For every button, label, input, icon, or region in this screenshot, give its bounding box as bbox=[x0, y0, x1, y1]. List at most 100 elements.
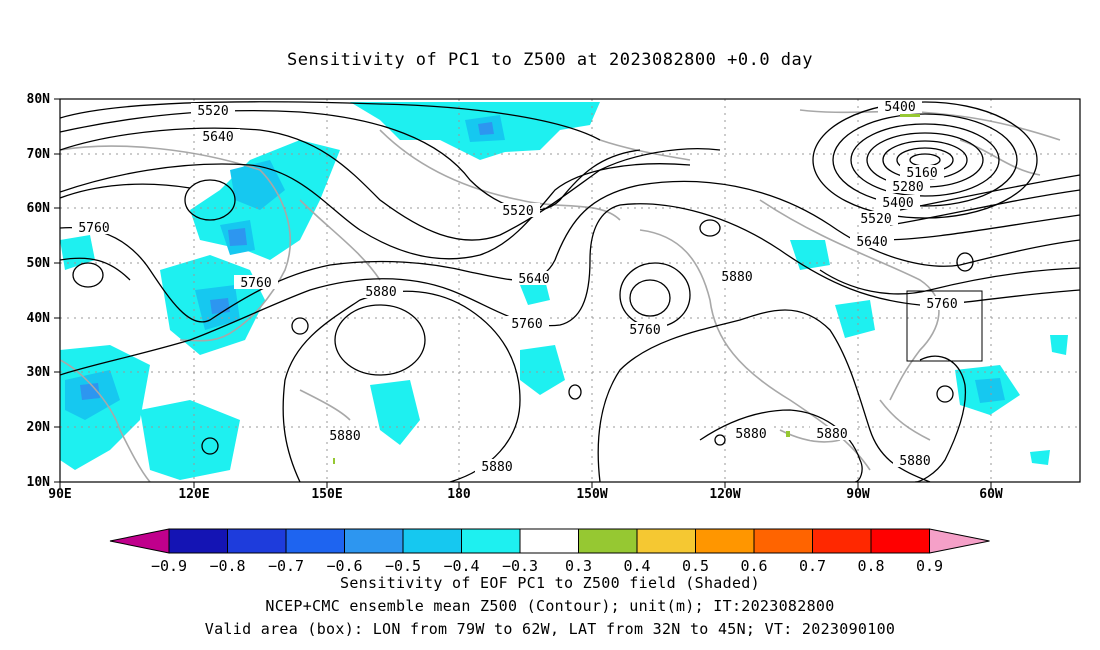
contour-line bbox=[914, 355, 967, 482]
contour-line bbox=[832, 113, 1018, 207]
contour-label: 5640 bbox=[856, 235, 887, 250]
positive-sensitivity-marks bbox=[333, 114, 920, 464]
coastline bbox=[959, 139, 1041, 176]
contour-line bbox=[334, 304, 426, 376]
colorbar-label: 0.9 bbox=[916, 557, 943, 575]
shade-blob bbox=[228, 228, 247, 246]
valid-area-box bbox=[906, 290, 983, 362]
contour-line bbox=[714, 434, 726, 446]
shade-blob bbox=[520, 280, 550, 305]
contour-label-bg bbox=[512, 271, 556, 285]
contour-line bbox=[60, 127, 721, 241]
contour-line bbox=[72, 262, 104, 288]
contour-label-bg bbox=[72, 220, 116, 234]
contour-line bbox=[699, 409, 863, 482]
lat-tick-label: 20N bbox=[27, 420, 51, 435]
contour-label-bg bbox=[505, 316, 549, 330]
contour-label-bg bbox=[729, 426, 773, 440]
contour-line bbox=[60, 257, 131, 281]
caption-line-3: Valid area (box): LON from 79W to 62W, L… bbox=[204, 620, 896, 638]
lat-tick-label: 70N bbox=[27, 147, 51, 162]
contour-line bbox=[699, 219, 721, 237]
lon-tick-label: 180 bbox=[447, 487, 471, 502]
contour-line bbox=[60, 163, 691, 260]
contour-line bbox=[201, 437, 219, 455]
contour-label-bg bbox=[191, 103, 235, 117]
contour-line bbox=[568, 384, 582, 400]
shade-blob bbox=[370, 380, 420, 445]
coastline bbox=[299, 199, 381, 281]
lat-tick-label: 30N bbox=[27, 365, 51, 380]
lat-tick-label: 50N bbox=[27, 256, 51, 271]
contour-label-bg bbox=[196, 129, 240, 143]
contour-label: 5880 bbox=[899, 454, 930, 469]
contour-label-bg bbox=[854, 211, 898, 225]
contour-label-bg bbox=[886, 179, 930, 193]
contour-line bbox=[60, 101, 601, 141]
shade-blob bbox=[975, 378, 1005, 403]
colorbar-box bbox=[519, 528, 579, 554]
contour-label-bg bbox=[850, 234, 894, 248]
colorbar-arrow-high bbox=[929, 528, 990, 554]
colorbar-label: −0.5 bbox=[385, 557, 421, 575]
contour-label: 5880 bbox=[816, 427, 847, 442]
contour-label: 5160 bbox=[906, 166, 937, 181]
shade-blob bbox=[520, 345, 565, 395]
coastline bbox=[879, 399, 931, 441]
contour-line bbox=[936, 385, 954, 403]
coastline bbox=[60, 359, 151, 482]
contour-label: 5280 bbox=[892, 180, 923, 195]
colorbar-box bbox=[578, 528, 638, 554]
colorbar-label: 0.4 bbox=[623, 557, 650, 575]
caption-line-2: NCEP+CMC ensemble mean Z500 (Contour); u… bbox=[265, 597, 835, 615]
contour-label: 5880 bbox=[365, 285, 396, 300]
contour-label-bg bbox=[900, 165, 944, 179]
contour-label-bg bbox=[359, 284, 403, 298]
lat-tick-label: 10N bbox=[27, 475, 51, 490]
lon-tick-label: 150E bbox=[311, 487, 342, 502]
contour-label: 5760 bbox=[926, 297, 957, 312]
coastline bbox=[759, 199, 940, 401]
colorbar-box bbox=[344, 528, 404, 554]
colorbar-box bbox=[285, 528, 345, 554]
colorbar-label: −0.3 bbox=[502, 557, 538, 575]
contour-label: 5640 bbox=[518, 272, 549, 287]
contour-line bbox=[60, 203, 1080, 376]
chart-title: Sensitivity of PC1 to Z500 at 2023082800… bbox=[286, 50, 813, 70]
contour-label: 5760 bbox=[240, 276, 271, 291]
contour-line bbox=[850, 123, 1000, 197]
lon-tick-label: 120W bbox=[709, 487, 740, 502]
colorbar-label: −0.4 bbox=[443, 557, 479, 575]
colorbar-box bbox=[695, 528, 755, 554]
contour-line bbox=[597, 309, 931, 482]
contour-label: 5760 bbox=[629, 323, 660, 338]
shade-blob bbox=[1050, 335, 1068, 355]
coastline bbox=[599, 139, 691, 161]
contour-line bbox=[956, 252, 974, 272]
colorbar-label: 0.6 bbox=[740, 557, 767, 575]
colorbar-label: 0.3 bbox=[565, 557, 592, 575]
contour-line bbox=[184, 179, 236, 221]
coastline bbox=[779, 429, 841, 443]
map-frame bbox=[59, 98, 1081, 483]
shade-mark bbox=[333, 458, 335, 464]
shade-blob bbox=[835, 300, 875, 338]
colorbar-label: −0.8 bbox=[209, 557, 245, 575]
colorbar-box bbox=[402, 528, 462, 554]
contour-label-bg bbox=[876, 195, 920, 209]
colorbar-box bbox=[812, 528, 872, 554]
colorbar-box bbox=[636, 528, 696, 554]
lon-tick-label: 90E bbox=[48, 487, 71, 502]
shade-blob bbox=[80, 383, 100, 400]
contour-line bbox=[812, 101, 1038, 219]
colorbar-label: −0.9 bbox=[151, 557, 187, 575]
shade-blob bbox=[230, 160, 285, 210]
coastline bbox=[60, 145, 291, 342]
contour-label-bg bbox=[496, 203, 540, 217]
lat-tick-label: 40N bbox=[27, 311, 51, 326]
contour-label-bg bbox=[920, 296, 964, 310]
contour-label: 5400 bbox=[882, 196, 913, 211]
contour-label: 5760 bbox=[511, 317, 542, 332]
